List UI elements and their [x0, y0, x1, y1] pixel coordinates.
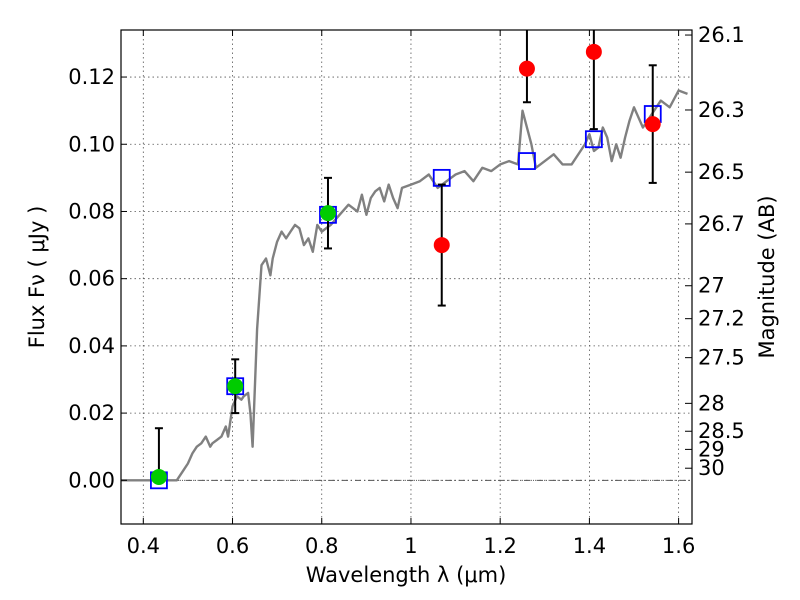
right-tick-label: 27.2 — [698, 307, 745, 331]
right-tick-label: 30 — [698, 456, 725, 480]
x-tick-label: 0.8 — [305, 534, 338, 558]
upper-limit-point — [433, 237, 450, 254]
y-tick-label: 0.12 — [68, 65, 115, 89]
right-tick-label: 28 — [698, 391, 725, 415]
right-tick-label: 26.1 — [698, 23, 745, 47]
model-photometry-square — [518, 152, 536, 170]
detection-point — [319, 205, 336, 222]
right-tick-label: 26.5 — [698, 160, 745, 184]
upper-limit-point — [585, 43, 602, 60]
plot-frame — [120, 29, 693, 525]
x-tick-label: 1.2 — [483, 534, 516, 558]
detection-point — [227, 378, 244, 395]
upper-limit-point — [518, 60, 535, 77]
y-axis-label: Flux Fν ( μJy ) — [25, 206, 49, 349]
model-spectrum-line — [121, 89, 688, 482]
grid-lines — [121, 30, 692, 524]
right-tick-label: 27 — [698, 274, 725, 298]
detection-point — [150, 468, 167, 485]
y-tick-label: 0.08 — [68, 199, 115, 223]
right-tick-label: 29 — [698, 437, 725, 461]
x-tick-label: 1 — [404, 534, 417, 558]
right-tick-label: 27.5 — [698, 346, 745, 370]
model-photometry-square — [584, 130, 603, 149]
right-tick-label: 26.3 — [698, 98, 745, 122]
right-tick-label: 28.5 — [698, 419, 745, 443]
upper-limit-point — [644, 116, 661, 133]
y-tick-label: 0.04 — [68, 334, 115, 358]
x-tick-label: 0.6 — [216, 534, 249, 558]
x-tick-label: 0.4 — [127, 534, 160, 558]
y-tick-label: 0.06 — [68, 267, 115, 291]
y-tick-label: 0.02 — [68, 401, 115, 425]
y-axis-right-label: Magnitude (AB) — [755, 195, 779, 358]
axis-ticks: 0.4 0.6 0.8 1 1.2 1.4 1.6 0.00 0.02 0.04 0.06 0.08 0… — [68, 23, 745, 558]
right-tick-label: 26.7 — [698, 212, 745, 236]
x-tick-label: 1.6 — [662, 534, 695, 558]
x-tick-label: 1.4 — [573, 534, 606, 558]
x-axis-label: Wavelength λ (μm) — [306, 563, 507, 587]
y-tick-label: 0.10 — [68, 132, 115, 156]
y-tick-label: 0.00 — [68, 468, 115, 492]
plot-area — [121, 30, 688, 490]
